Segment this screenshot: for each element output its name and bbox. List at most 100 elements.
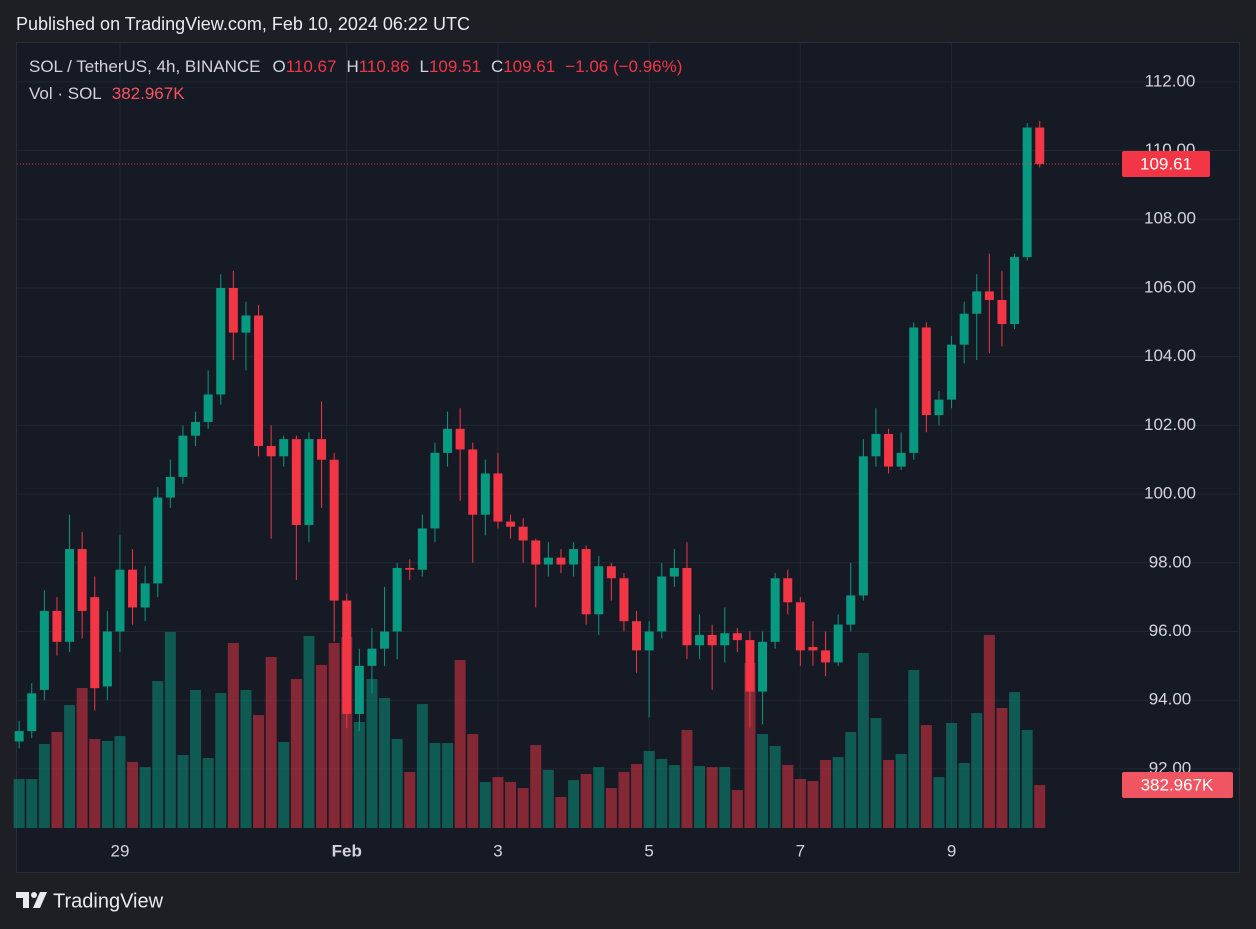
candle-body — [1022, 127, 1032, 258]
candle-body — [115, 569, 125, 632]
candle-body — [619, 578, 629, 622]
candle-body — [266, 445, 276, 457]
volume-bar — [416, 704, 428, 828]
candle-body — [228, 287, 238, 333]
volume-bar — [668, 765, 680, 828]
volume-bar — [996, 707, 1008, 828]
candle-body — [606, 566, 616, 579]
volume-bar — [429, 742, 441, 828]
candle-body — [417, 528, 427, 570]
candle-body — [833, 624, 843, 663]
candle-body — [506, 521, 516, 527]
open-value: 110.67 — [286, 57, 337, 76]
candle-body — [153, 497, 163, 584]
volume-bar — [933, 777, 945, 828]
volume-bar — [568, 780, 580, 828]
volume-bar — [467, 734, 479, 828]
volume-bar — [366, 678, 378, 828]
candle-body — [695, 634, 705, 646]
y-tick-label: 112.00 — [1145, 71, 1196, 90]
close-value: 109.61 — [503, 57, 555, 76]
candle-body — [732, 633, 742, 641]
candle-body — [430, 452, 440, 529]
candle-body — [178, 435, 188, 477]
volume-bar — [920, 725, 932, 828]
candle-body — [569, 549, 579, 565]
volume-bar — [51, 731, 63, 828]
candle-body — [14, 731, 24, 742]
candle-body — [1010, 257, 1020, 325]
candle-body — [102, 631, 112, 687]
candle-body — [90, 597, 100, 689]
volume-bar — [832, 757, 844, 828]
volume-bar — [177, 755, 189, 828]
candle-body — [858, 456, 868, 596]
candle-body — [984, 291, 994, 300]
volume-bar — [643, 750, 655, 828]
candle-body — [959, 313, 969, 345]
volume-bar — [744, 663, 756, 828]
volume-pane — [13, 631, 1046, 828]
volume-bar — [794, 779, 806, 828]
volume-bar — [316, 664, 328, 828]
candle-body — [770, 578, 780, 642]
x-tick-label: 7 — [796, 841, 805, 860]
candle-body — [808, 646, 818, 651]
x-tick-label: Feb — [332, 841, 362, 860]
candle-body — [871, 433, 881, 457]
candle-body — [669, 567, 679, 577]
volume-bar — [101, 740, 113, 828]
volume-bar — [227, 642, 239, 828]
candle-body — [203, 394, 213, 422]
symbol: SOL / TetherUS, 4h, BINANCE — [29, 57, 260, 76]
volume-bar — [379, 697, 391, 828]
volume-bar — [845, 731, 857, 828]
volume-bar — [240, 690, 252, 828]
candles — [14, 121, 1045, 749]
candle-body — [455, 428, 465, 450]
volume-bar — [946, 723, 958, 828]
candle-body — [493, 473, 503, 522]
volume-bar — [883, 759, 895, 828]
volume-bar — [404, 771, 416, 828]
y-tick-label: 108.00 — [1144, 209, 1196, 228]
candle-body — [594, 566, 604, 615]
low-value: 109.51 — [429, 57, 481, 76]
candle-body — [342, 600, 352, 714]
volume-bar — [719, 767, 731, 828]
volume-bar — [820, 759, 832, 828]
y-tick-label: 106.00 — [1144, 277, 1196, 296]
candle-body — [821, 650, 831, 663]
volume-bar — [215, 693, 227, 828]
axes: 92.0094.0096.0098.00100.00102.00104.0010… — [17, 71, 1233, 860]
candle-body — [707, 634, 717, 646]
change: −1.06 (−0.96%) — [565, 57, 682, 76]
candle-body — [657, 576, 667, 632]
volume-bar — [353, 722, 365, 828]
volume-bar — [706, 767, 718, 828]
volume-badge-label: 382.967K — [1141, 775, 1214, 794]
candle-body — [329, 459, 339, 601]
volume-bar — [870, 717, 882, 828]
volume-bar — [278, 741, 290, 828]
volume-bar — [152, 681, 164, 828]
volume-badge — [1122, 771, 1233, 798]
volume-bar — [731, 790, 743, 828]
volume-bar — [26, 779, 38, 828]
candle-body — [997, 299, 1007, 325]
candle-body — [216, 287, 226, 395]
candle-body — [367, 648, 377, 666]
candle-body — [468, 449, 478, 515]
volume-bar — [303, 635, 315, 828]
publish-title: Published on TradingView.com, Feb 10, 20… — [16, 14, 470, 34]
y-tick-label: 102.00 — [1144, 415, 1196, 434]
volume-bar — [857, 652, 869, 828]
volume-title: Vol · SOL — [29, 84, 102, 103]
candle-body — [531, 540, 541, 565]
candle-body — [140, 583, 150, 608]
y-tick-label: 104.00 — [1144, 346, 1196, 365]
volume-bar — [89, 738, 101, 828]
volume-bar — [76, 687, 88, 828]
high-value: 110.86 — [359, 57, 410, 76]
volume-bar — [1034, 784, 1046, 828]
